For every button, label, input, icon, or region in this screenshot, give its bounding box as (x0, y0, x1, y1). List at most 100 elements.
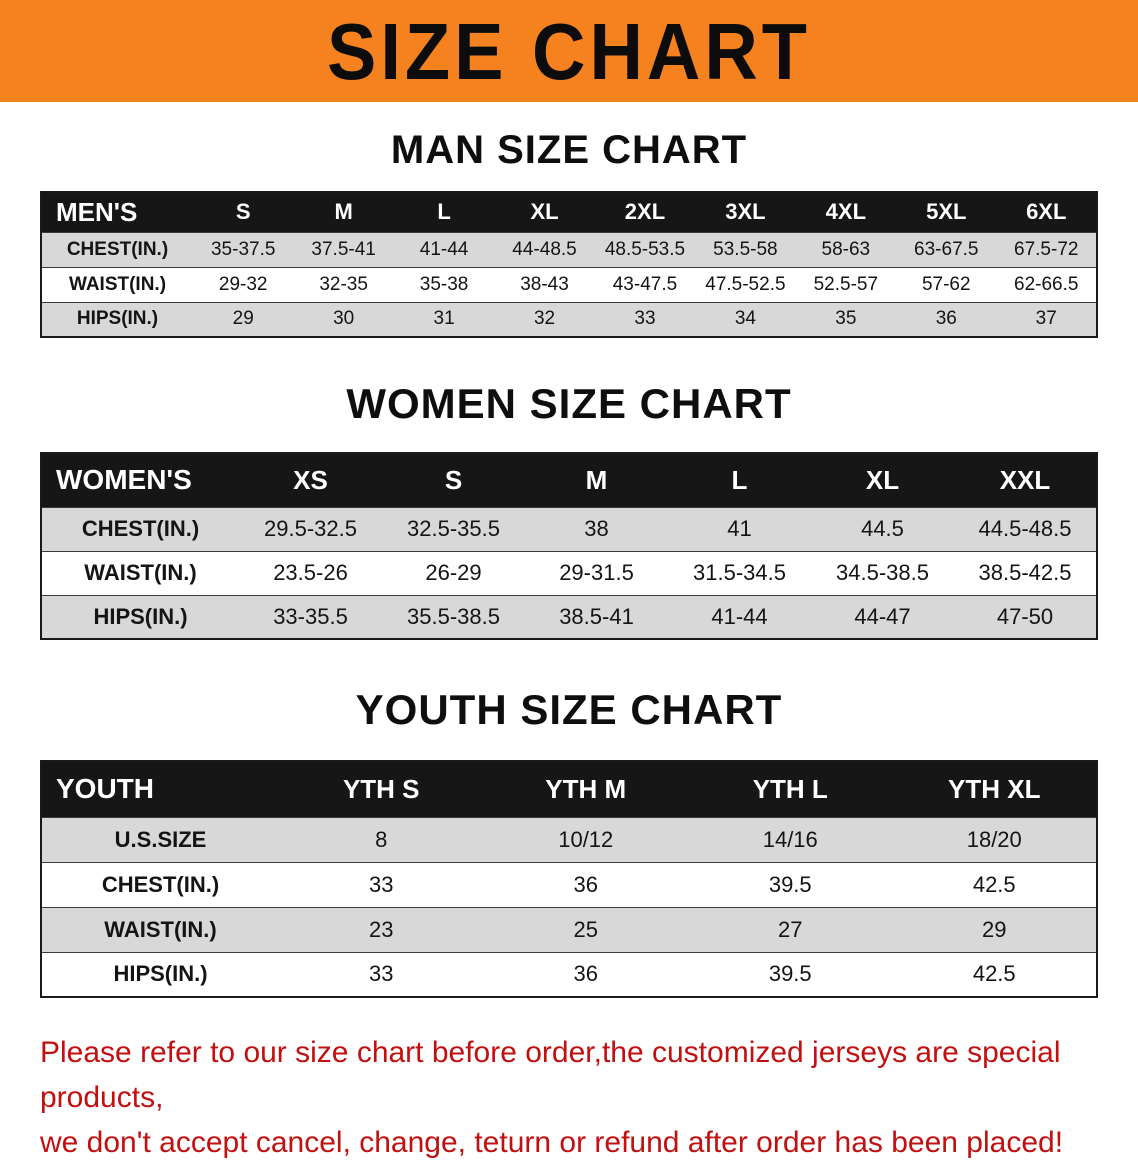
size-value-cell: 62-66.5 (996, 266, 1097, 302)
row-label: HIPS(IN.) (41, 594, 239, 639)
youth-table-title: YOUTH (41, 761, 279, 817)
size-value-cell: 67.5-72 (996, 231, 1097, 267)
youth-size-section: YOUTH SIZE CHART YOUTH YTH S YTH M YTH L YTH … (0, 686, 1138, 998)
women-size-col-l: L (668, 453, 811, 507)
size-value-cell: 47-50 (954, 594, 1097, 639)
size-value-cell: 32.5-35.5 (382, 506, 525, 551)
men-chart-heading: MAN SIZE CHART (390, 128, 748, 172)
youth-row-hips-in: HIPS(IN.) 33 36 39.5 42.5 (41, 951, 1097, 997)
size-value-cell: 8 (279, 816, 484, 862)
page-title: SIZE CHART (327, 6, 811, 96)
size-value-cell: 44-48.5 (494, 231, 595, 267)
youth-row-waist-in: WAIST(IN.) 23 25 27 29 (41, 906, 1097, 952)
row-label: U.S.SIZE (41, 816, 279, 862)
size-value-cell: 37.5-41 (293, 231, 394, 267)
row-label: HIPS(IN.) (41, 301, 193, 337)
row-label: CHEST(IN.) (41, 506, 239, 551)
youth-size-table: YOUTH YTH S YTH M YTH L YTH XL U.S.SIZE 8 10/12… (40, 760, 1098, 998)
row-label: WAIST(IN.) (41, 266, 193, 302)
size-value-cell: 48.5-53.5 (594, 231, 696, 267)
size-value-cell: 33 (279, 951, 484, 997)
men-row-waist-in: WAIST(IN.) 29-32 32-35 35-38 38-43 43-47.5 47.… (41, 266, 1097, 302)
size-value-cell: 44.5-48.5 (954, 506, 1097, 551)
women-row-chest-in: CHEST(IN.) 29.5-32.5 32.5-35.5 38 41 44.5 44.5… (41, 506, 1097, 551)
disclaimer-note: Please refer to our size chart before or… (40, 1030, 1100, 1165)
disclaimer-line-2: we don't accept cancel, change, teturn o… (40, 1126, 1064, 1159)
size-value-cell: 36 (483, 951, 688, 997)
women-table-title: WOMEN'S (41, 453, 239, 507)
size-value-cell: 47.5-52.5 (695, 266, 796, 302)
size-value-cell: 18/20 (892, 816, 1097, 862)
size-value-cell: 34 (695, 301, 796, 337)
size-value-cell: 29.5-32.5 (239, 506, 382, 551)
size-value-cell: 58-63 (795, 231, 897, 267)
men-size-col-m: M (293, 192, 394, 232)
men-size-col-6xl: 6XL (996, 192, 1097, 232)
size-value-cell: 35-37.5 (193, 231, 294, 267)
youth-row-chest-in: CHEST(IN.) 33 36 39.5 42.5 (41, 861, 1097, 907)
women-size-col-m: M (525, 453, 668, 507)
disclaimer-line-1: Please refer to our size chart before or… (40, 1036, 1061, 1114)
size-value-cell: 29 (193, 301, 294, 337)
size-value-cell: 35-38 (393, 266, 495, 302)
men-row-hips-in: HIPS(IN.) 29 30 31 32 33 34 35 36 37 (41, 301, 1097, 337)
size-value-cell: 36 (896, 301, 997, 337)
size-value-cell: 41-44 (393, 231, 495, 267)
size-value-cell: 57-62 (896, 266, 997, 302)
size-value-cell: 23.5-26 (239, 550, 382, 595)
size-value-cell: 43-47.5 (594, 266, 696, 302)
youth-size-col-yth-l: YTH L (688, 761, 893, 817)
size-value-cell: 38.5-41 (525, 594, 668, 639)
row-label: HIPS(IN.) (41, 951, 279, 997)
size-value-cell: 39.5 (688, 951, 893, 997)
size-value-cell: 38 (525, 506, 668, 551)
youth-row-u-s-size: U.S.SIZE 8 10/12 14/16 18/20 (41, 816, 1097, 862)
size-value-cell: 42.5 (892, 951, 1097, 997)
row-label: CHEST(IN.) (41, 861, 279, 907)
women-row-hips-in: HIPS(IN.) 33-35.5 35.5-38.5 38.5-41 41-44 44-… (41, 594, 1097, 639)
size-value-cell: 33-35.5 (239, 594, 382, 639)
men-size-col-l: L (393, 192, 495, 232)
men-size-col-5xl: 5XL (896, 192, 997, 232)
men-size-col-xl: XL (494, 192, 595, 232)
row-label: WAIST(IN.) (41, 906, 279, 952)
size-value-cell: 35.5-38.5 (382, 594, 525, 639)
size-value-cell: 38.5-42.5 (954, 550, 1097, 595)
women-size-col-xs: XS (239, 453, 382, 507)
men-table-title: MEN'S (41, 192, 193, 232)
size-value-cell: 32-35 (293, 266, 394, 302)
size-chart-banner: SIZE CHART (0, 0, 1138, 102)
size-value-cell: 36 (483, 861, 688, 907)
size-value-cell: 31.5-34.5 (668, 550, 811, 595)
row-label: CHEST(IN.) (41, 231, 193, 267)
men-size-col-s: S (193, 192, 294, 232)
size-value-cell: 23 (279, 906, 484, 952)
row-label: WAIST(IN.) (41, 550, 239, 595)
youth-header-row: YOUTH YTH S YTH M YTH L YTH XL (41, 761, 1097, 817)
size-value-cell: 27 (688, 906, 893, 952)
women-size-table: WOMEN'S XS S M L XL XXL CHEST(IN.) 29.5-32.5 32.5… (40, 452, 1098, 640)
size-value-cell: 44-47 (811, 594, 954, 639)
size-value-cell: 33 (279, 861, 484, 907)
women-size-section: WOMEN SIZE CHART WOMEN'S XS S M L XL XXL CHEST(I… (0, 380, 1138, 640)
men-size-table: MEN'S S M L XL 2XL 3XL 4XL 5XL 6XL CHEST(IN.) 35-37… (40, 191, 1098, 338)
size-value-cell: 10/12 (483, 816, 688, 862)
men-row-chest-in: CHEST(IN.) 35-37.5 37.5-41 41-44 44-48.5 48.5… (41, 231, 1097, 267)
youth-chart-heading: YOUTH SIZE CHART (355, 686, 783, 733)
youth-size-col-yth-m: YTH M (483, 761, 688, 817)
size-value-cell: 41-44 (668, 594, 811, 639)
size-value-cell: 14/16 (688, 816, 893, 862)
size-value-cell: 25 (483, 906, 688, 952)
size-value-cell: 63-67.5 (896, 231, 997, 267)
size-value-cell: 44.5 (811, 506, 954, 551)
men-size-section: MAN SIZE CHART MEN'S S M L XL 2XL 3XL 4XL 5XL 6XL C… (0, 128, 1138, 338)
size-value-cell: 53.5-58 (695, 231, 796, 267)
women-size-col-xxl: XXL (954, 453, 1097, 507)
size-value-cell: 35 (795, 301, 897, 337)
size-value-cell: 38-43 (494, 266, 595, 302)
size-value-cell: 34.5-38.5 (811, 550, 954, 595)
size-value-cell: 33 (594, 301, 696, 337)
men-size-col-2xl: 2XL (594, 192, 696, 232)
men-header-row: MEN'S S M L XL 2XL 3XL 4XL 5XL 6XL (41, 192, 1097, 232)
size-value-cell: 26-29 (382, 550, 525, 595)
